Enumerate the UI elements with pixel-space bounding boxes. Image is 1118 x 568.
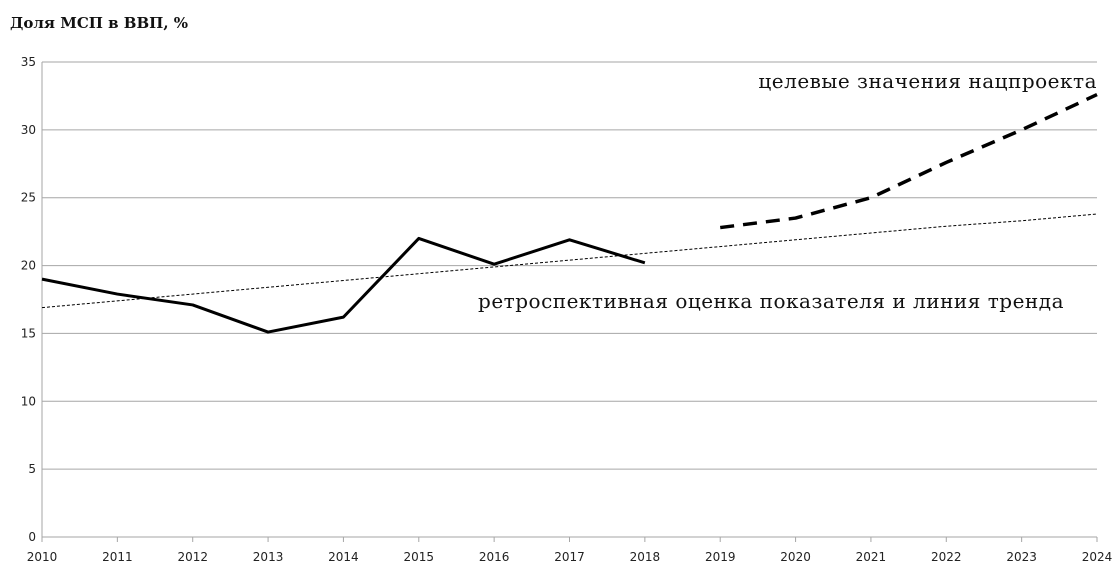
x-tick-label: 2018 — [630, 550, 661, 564]
y-tick-label: 35 — [21, 55, 36, 69]
annotation: ретроспективная оценка показателя и лини… — [478, 289, 1064, 313]
x-tick-label: 2023 — [1006, 550, 1037, 564]
y-tick-label: 15 — [21, 326, 36, 340]
y-tick-label: 10 — [21, 394, 36, 408]
x-tick-label: 2013 — [253, 550, 284, 564]
x-tick-label: 2024 — [1082, 550, 1113, 564]
annotation: целевые значения нацпроекта — [758, 69, 1097, 93]
y-tick-label: 0 — [28, 530, 36, 544]
x-tick-label: 2010 — [27, 550, 58, 564]
x-tick-label: 2012 — [177, 550, 208, 564]
y-tick-label: 30 — [21, 123, 36, 137]
y-tick-label: 20 — [21, 259, 36, 273]
x-tick-label: 2017 — [554, 550, 585, 564]
series-line — [41, 236, 646, 334]
y-tick-label: 25 — [21, 191, 36, 205]
x-tick-label: 2021 — [856, 550, 887, 564]
chart-title: Доля МСП в ВВП, % — [10, 14, 188, 32]
x-tick-label: 2022 — [931, 550, 962, 564]
x-tick-label: 2015 — [404, 550, 435, 564]
x-tick-label: 2011 — [102, 550, 133, 564]
x-tick-label: 2014 — [328, 550, 359, 564]
x-tick-label: 2019 — [705, 550, 736, 564]
x-tick-label: 2020 — [780, 550, 811, 564]
x-tick-label: 2016 — [479, 550, 510, 564]
series-line — [719, 92, 1098, 230]
series-line — [41, 213, 1098, 309]
y-tick-label: 5 — [28, 462, 36, 476]
